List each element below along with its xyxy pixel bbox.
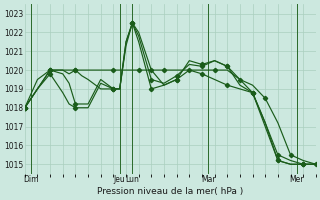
X-axis label: Pression niveau de la mer( hPa ): Pression niveau de la mer( hPa ) [97, 187, 244, 196]
